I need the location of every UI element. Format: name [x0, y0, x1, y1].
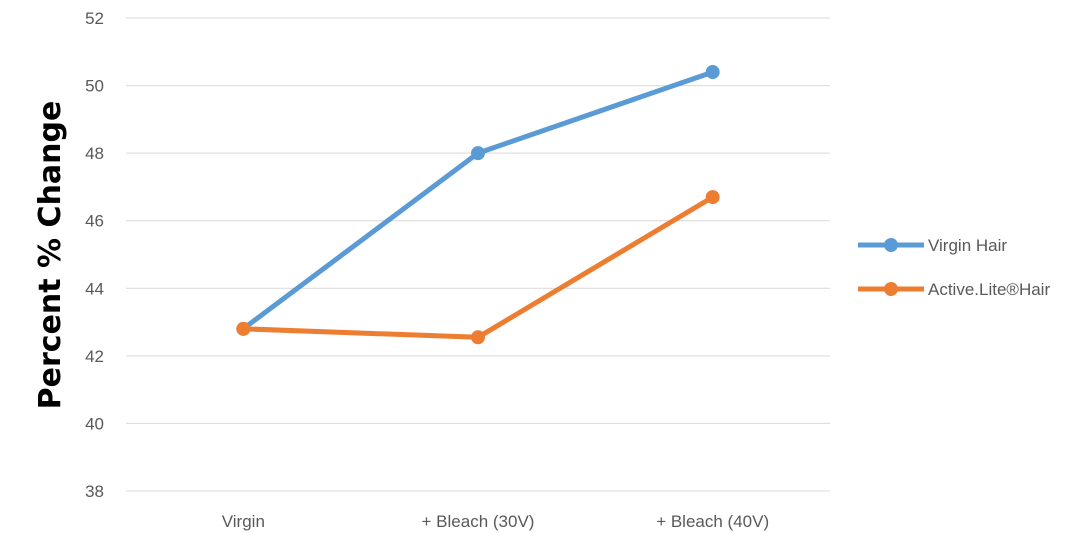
legend-swatch-marker	[884, 238, 898, 252]
legend-item: Virgin Hair	[858, 236, 1007, 255]
y-tick-label: 38	[85, 482, 104, 501]
data-point	[236, 321, 251, 336]
series-line	[240, 69, 716, 332]
y-tick-label: 40	[85, 414, 104, 433]
y-axis-title: Percent % Change	[33, 101, 68, 410]
legend: Virgin Hair Active.Lite®Hair	[858, 236, 1050, 299]
data-point	[471, 330, 485, 345]
data-point	[705, 190, 720, 205]
legend-label: Virgin Hair	[928, 236, 1007, 255]
legend-item: Active.Lite®Hair	[858, 280, 1050, 299]
y-tick-label: 46	[85, 212, 104, 231]
series-1	[236, 65, 720, 336]
series-line	[240, 194, 716, 340]
series-group	[236, 65, 720, 345]
x-tick-label: Virgin	[222, 512, 265, 531]
x-axis-ticks: Virgin + Bleach (30V) + Bleach (40V)	[222, 512, 769, 531]
data-point	[471, 146, 485, 161]
gridlines	[126, 17, 830, 492]
y-tick-label: 48	[85, 144, 104, 163]
y-tick-label: 50	[85, 77, 104, 96]
legend-swatch-marker	[884, 282, 898, 296]
legend-label: Active.Lite®Hair	[928, 280, 1050, 299]
y-axis-ticks: 38 40 42 44 46 48 50 52	[85, 9, 104, 501]
y-tick-label: 42	[85, 347, 104, 366]
y-tick-label: 52	[85, 9, 104, 28]
y-tick-label: 44	[85, 279, 104, 298]
data-point	[705, 65, 720, 80]
series-2	[236, 190, 720, 345]
x-tick-label: + Bleach (30V)	[422, 512, 535, 531]
x-tick-label: + Bleach (40V)	[656, 512, 769, 531]
